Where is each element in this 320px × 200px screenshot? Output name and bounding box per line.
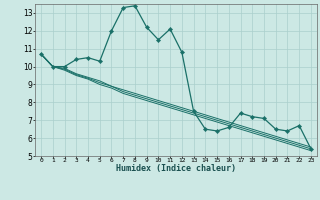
X-axis label: Humidex (Indice chaleur): Humidex (Indice chaleur) bbox=[116, 164, 236, 173]
